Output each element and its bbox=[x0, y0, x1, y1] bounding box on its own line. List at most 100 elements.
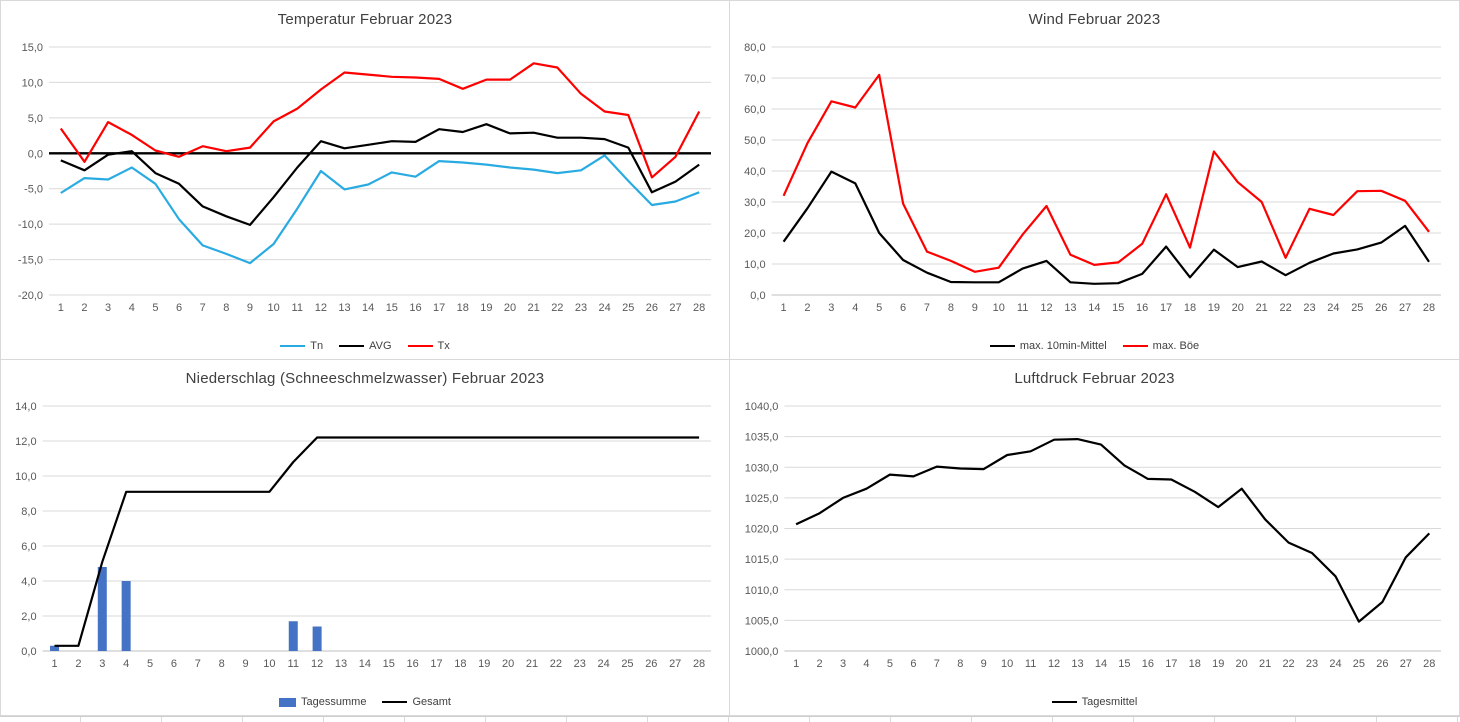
legend-line-swatch bbox=[1051, 700, 1077, 704]
svg-text:20,0: 20,0 bbox=[744, 228, 765, 240]
svg-text:9: 9 bbox=[242, 658, 248, 670]
svg-text:1035,0: 1035,0 bbox=[745, 432, 779, 444]
svg-text:50,0: 50,0 bbox=[744, 135, 765, 147]
svg-text:24: 24 bbox=[597, 658, 609, 670]
svg-text:26: 26 bbox=[646, 302, 658, 314]
svg-text:21: 21 bbox=[528, 302, 540, 314]
svg-text:13: 13 bbox=[1071, 658, 1083, 670]
svg-text:23: 23 bbox=[1303, 302, 1315, 314]
svg-text:19: 19 bbox=[1208, 302, 1220, 314]
legend-item: Tagessumme bbox=[279, 696, 366, 708]
legend-item: Tagesmittel bbox=[1051, 696, 1138, 708]
svg-text:5: 5 bbox=[887, 658, 893, 670]
precipitation-plot-area: 0,02,04,06,08,010,012,014,01 2 3 4 5 6 7 8 9 10 11… bbox=[15, 401, 711, 670]
svg-text:4: 4 bbox=[863, 658, 869, 670]
precipitation-chart[interactable]: Niederschlag (Schneeschmelzwasser) Febru… bbox=[0, 360, 730, 716]
temperature-chart[interactable]: Temperatur Februar 2023 -20,0 -15,0 -10,0 -… bbox=[0, 0, 730, 360]
svg-text:8: 8 bbox=[223, 302, 229, 314]
svg-text:17: 17 bbox=[433, 302, 445, 314]
svg-text:24: 24 bbox=[598, 302, 610, 314]
wind-legend: max. 10min-Mittel max. Böe bbox=[730, 340, 1459, 352]
temperature-chart-title: Temperatur Februar 2023 bbox=[277, 11, 453, 28]
svg-text:11: 11 bbox=[292, 302, 303, 314]
svg-text:27: 27 bbox=[1399, 302, 1411, 314]
svg-text:7: 7 bbox=[200, 302, 206, 314]
svg-text:1010,0: 1010,0 bbox=[745, 585, 779, 597]
bar-series-Tagessumme bbox=[50, 567, 322, 651]
svg-text:14: 14 bbox=[362, 302, 374, 314]
svg-text:0,0: 0,0 bbox=[28, 148, 43, 160]
svg-text:2: 2 bbox=[75, 658, 81, 670]
spreadsheet-row-sliver bbox=[0, 716, 1460, 722]
svg-text:16: 16 bbox=[1136, 302, 1148, 314]
svg-text:10: 10 bbox=[263, 658, 275, 670]
legend-line-swatch bbox=[989, 344, 1015, 348]
svg-text:18: 18 bbox=[1189, 658, 1201, 670]
svg-text:26: 26 bbox=[1375, 302, 1387, 314]
svg-text:1000,0: 1000,0 bbox=[745, 646, 779, 658]
svg-text:1025,0: 1025,0 bbox=[745, 493, 779, 505]
svg-text:1005,0: 1005,0 bbox=[745, 615, 779, 627]
svg-text:3: 3 bbox=[99, 658, 105, 670]
svg-text:40,0: 40,0 bbox=[744, 166, 765, 178]
svg-text:12: 12 bbox=[1040, 302, 1052, 314]
legend-item: max. 10min-Mittel bbox=[989, 340, 1107, 352]
svg-text:28: 28 bbox=[693, 302, 705, 314]
gridlines bbox=[784, 405, 1441, 652]
svg-text:6: 6 bbox=[910, 658, 916, 670]
svg-text:2: 2 bbox=[817, 658, 823, 670]
svg-text:14: 14 bbox=[1088, 302, 1100, 314]
svg-text:6: 6 bbox=[171, 658, 177, 670]
svg-text:5,0: 5,0 bbox=[28, 113, 43, 125]
svg-text:27: 27 bbox=[669, 302, 681, 314]
gridlines bbox=[49, 46, 711, 296]
svg-text:70,0: 70,0 bbox=[744, 73, 765, 85]
svg-text:15: 15 bbox=[383, 658, 395, 670]
svg-text:10,0: 10,0 bbox=[22, 77, 43, 89]
legend-line-swatch bbox=[339, 344, 365, 348]
svg-text:19: 19 bbox=[480, 302, 492, 314]
legend-item: Tx bbox=[407, 340, 450, 352]
legend-bar-swatch bbox=[279, 697, 297, 707]
svg-text:-10,0: -10,0 bbox=[18, 219, 43, 231]
legend-item: max. Böe bbox=[1122, 340, 1199, 352]
svg-text:10: 10 bbox=[1001, 658, 1013, 670]
svg-text:22: 22 bbox=[550, 658, 562, 670]
svg-text:3: 3 bbox=[828, 302, 834, 314]
svg-text:12: 12 bbox=[1048, 658, 1060, 670]
svg-text:25: 25 bbox=[1351, 302, 1363, 314]
svg-text:18: 18 bbox=[454, 658, 466, 670]
svg-text:0,0: 0,0 bbox=[21, 646, 36, 658]
svg-text:1: 1 bbox=[780, 302, 786, 314]
pressure-chart[interactable]: Luftdruck Februar 2023 1000,0 1005,0 1010,… bbox=[730, 360, 1460, 716]
svg-text:24: 24 bbox=[1329, 658, 1341, 670]
svg-text:-20,0: -20,0 bbox=[18, 290, 43, 302]
svg-text:8: 8 bbox=[219, 658, 225, 670]
legend-item: AVG bbox=[339, 340, 392, 352]
wind-chart-title: Wind Februar 2023 bbox=[1028, 11, 1161, 28]
line-series-max. 10min-Mittel bbox=[782, 170, 1430, 285]
legend-label: Gesamt bbox=[412, 696, 451, 708]
svg-text:60,0: 60,0 bbox=[744, 104, 765, 116]
line-series-Tagesmittel bbox=[795, 437, 1431, 623]
svg-text:11: 11 bbox=[1025, 658, 1036, 670]
svg-text:20: 20 bbox=[1232, 302, 1244, 314]
svg-text:27: 27 bbox=[1400, 658, 1412, 670]
svg-text:1040,0: 1040,0 bbox=[745, 401, 779, 413]
wind-chart[interactable]: Wind Februar 2023 0,0 10,0 20,0 30,0 40,0 50,… bbox=[730, 0, 1460, 360]
svg-text:14,0: 14,0 bbox=[15, 401, 36, 413]
legend-label: AVG bbox=[369, 340, 392, 352]
svg-text:1: 1 bbox=[793, 658, 799, 670]
line-series-AVG bbox=[60, 123, 700, 226]
svg-text:3: 3 bbox=[840, 658, 846, 670]
svg-text:18: 18 bbox=[457, 302, 469, 314]
svg-text:19: 19 bbox=[1212, 658, 1224, 670]
legend-label: Tagesmittel bbox=[1081, 696, 1138, 708]
svg-text:21: 21 bbox=[1256, 302, 1268, 314]
svg-text:21: 21 bbox=[526, 658, 538, 670]
svg-text:20: 20 bbox=[1236, 658, 1248, 670]
svg-text:1: 1 bbox=[58, 302, 64, 314]
svg-text:7: 7 bbox=[924, 302, 930, 314]
svg-text:2: 2 bbox=[81, 302, 87, 314]
svg-text:23: 23 bbox=[574, 658, 586, 670]
